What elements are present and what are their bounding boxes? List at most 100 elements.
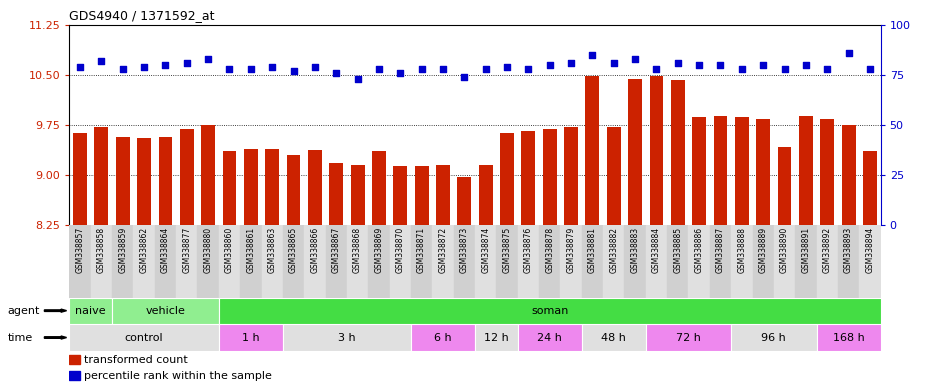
Text: 48 h: 48 h <box>601 333 626 343</box>
Point <box>478 66 493 72</box>
Bar <box>219 298 881 324</box>
Text: GSM338862: GSM338862 <box>140 227 149 273</box>
Point <box>286 68 301 74</box>
Bar <box>219 225 240 298</box>
Bar <box>133 225 154 298</box>
Bar <box>500 133 514 225</box>
Text: vehicle: vehicle <box>145 306 185 316</box>
Bar <box>479 165 493 225</box>
Bar <box>73 133 87 225</box>
Text: GSM338865: GSM338865 <box>289 227 298 273</box>
Text: GSM338873: GSM338873 <box>460 227 469 273</box>
Bar <box>497 225 518 298</box>
Point <box>756 62 771 68</box>
Text: GSM338884: GSM338884 <box>652 227 661 273</box>
Text: GSM338866: GSM338866 <box>311 227 319 273</box>
Text: GSM338888: GSM338888 <box>737 227 746 273</box>
Point <box>436 66 450 72</box>
Point <box>542 62 557 68</box>
Point <box>73 64 88 70</box>
Point <box>500 64 514 70</box>
Point <box>328 70 343 76</box>
Bar <box>628 79 642 225</box>
Text: GSM338881: GSM338881 <box>588 227 597 273</box>
Bar <box>859 225 881 298</box>
Bar <box>329 163 343 225</box>
Point <box>671 60 685 66</box>
Point <box>585 52 599 58</box>
Bar <box>731 324 817 351</box>
Bar <box>709 225 731 298</box>
Point <box>457 74 472 80</box>
Point <box>307 64 322 70</box>
Bar <box>688 225 709 298</box>
Text: GSM338876: GSM338876 <box>524 227 533 273</box>
Text: GSM338872: GSM338872 <box>438 227 448 273</box>
Text: 24 h: 24 h <box>537 333 562 343</box>
Bar <box>757 119 771 225</box>
Text: soman: soman <box>531 306 568 316</box>
Text: GSM338886: GSM338886 <box>695 227 704 273</box>
Point <box>521 66 536 72</box>
Text: GSM338883: GSM338883 <box>631 227 639 273</box>
Text: 12 h: 12 h <box>484 333 509 343</box>
Text: GDS4940 / 1371592_at: GDS4940 / 1371592_at <box>69 9 215 22</box>
Bar <box>176 225 197 298</box>
Point <box>607 60 622 66</box>
Bar <box>713 116 727 225</box>
Bar <box>283 225 304 298</box>
Text: GSM338868: GSM338868 <box>353 227 362 273</box>
Bar <box>561 225 582 298</box>
Text: naive: naive <box>76 306 106 316</box>
Text: GSM338891: GSM338891 <box>801 227 810 273</box>
Text: 6 h: 6 h <box>434 333 451 343</box>
Text: GSM338892: GSM338892 <box>822 227 832 273</box>
Point <box>243 66 258 72</box>
Bar <box>838 225 859 298</box>
Bar <box>475 225 497 298</box>
Bar <box>453 225 475 298</box>
Bar <box>223 151 237 225</box>
Bar <box>649 76 663 225</box>
Point <box>158 62 173 68</box>
Bar <box>283 324 411 351</box>
Point <box>734 66 749 72</box>
Bar <box>219 324 283 351</box>
Bar <box>69 371 80 380</box>
Bar <box>842 125 856 225</box>
Point <box>372 66 387 72</box>
Text: GSM338859: GSM338859 <box>118 227 128 273</box>
Bar <box>240 225 262 298</box>
Bar <box>475 324 518 351</box>
Bar <box>646 324 731 351</box>
Bar <box>179 129 193 225</box>
Point <box>201 56 216 62</box>
Bar <box>287 155 301 225</box>
Text: GSM338871: GSM338871 <box>417 227 426 273</box>
Point <box>563 60 578 66</box>
Text: GSM338867: GSM338867 <box>332 227 340 273</box>
Point <box>265 64 279 70</box>
Bar <box>137 138 151 225</box>
Bar <box>671 80 684 225</box>
Text: GSM338874: GSM338874 <box>481 227 490 273</box>
Point <box>862 66 877 72</box>
Point <box>94 58 109 64</box>
Bar <box>774 225 796 298</box>
Bar <box>112 298 219 324</box>
Bar <box>411 324 475 351</box>
Bar <box>692 117 706 225</box>
Bar <box>158 137 172 225</box>
Bar <box>539 225 561 298</box>
Text: GSM338878: GSM338878 <box>545 227 554 273</box>
Text: GSM338870: GSM338870 <box>396 227 405 273</box>
Bar <box>518 324 582 351</box>
Text: 1 h: 1 h <box>242 333 260 343</box>
Point <box>116 66 130 72</box>
Text: transformed count: transformed count <box>83 355 188 365</box>
Bar <box>91 225 112 298</box>
Bar <box>607 127 621 225</box>
Point <box>393 70 408 76</box>
Bar <box>564 127 578 225</box>
Bar <box>734 117 748 225</box>
